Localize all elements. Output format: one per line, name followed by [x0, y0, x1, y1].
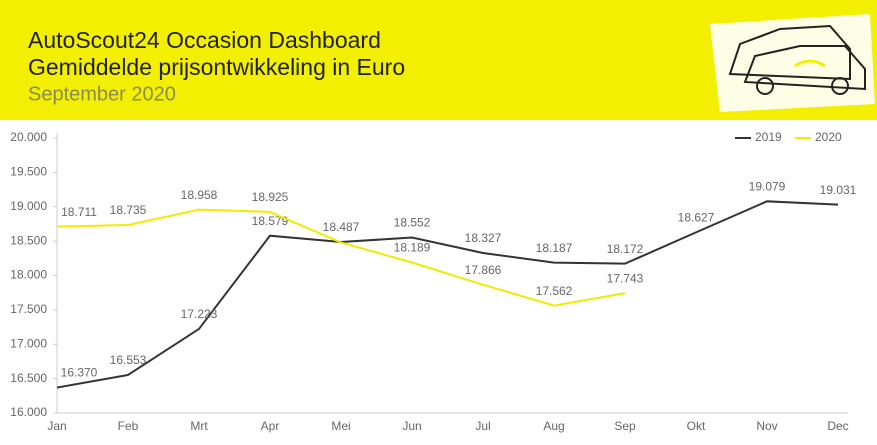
x-tick-label: Jan [47, 419, 66, 433]
value-label: 18.487 [323, 220, 360, 234]
subtitle: Gemiddelde prijsontwikkeling in Euro [28, 54, 405, 80]
value-label: 18.925 [252, 190, 289, 204]
x-tick-label: Mrt [190, 419, 208, 433]
y-tick-label: 18.000 [10, 268, 47, 282]
y-tick-label: 17.000 [10, 336, 47, 350]
value-label: 18.189 [394, 241, 431, 255]
value-label: 18.958 [181, 188, 218, 202]
x-tick-label: Jun [402, 419, 421, 433]
value-label: 18.735 [110, 203, 147, 217]
value-label: 18.552 [394, 216, 431, 230]
value-label: 17.866 [465, 263, 502, 277]
y-tick-label: 17.500 [10, 302, 47, 316]
value-label: 18.327 [465, 231, 502, 245]
legend-label: 2020 [815, 130, 842, 144]
value-label: 19.031 [820, 183, 857, 197]
x-tick-label: Feb [118, 419, 139, 433]
value-label: 16.370 [61, 366, 98, 380]
x-tick-label: Jul [475, 419, 490, 433]
value-label: 17.562 [536, 284, 573, 298]
y-tick-label: 20.000 [10, 130, 47, 144]
value-label: 18.172 [607, 242, 644, 256]
value-label: 18.711 [61, 205, 97, 219]
x-tick-label: Apr [261, 419, 280, 433]
value-label: 19.079 [749, 179, 786, 193]
line-0 [56, 200, 839, 389]
value-label: 18.579 [252, 214, 289, 228]
y-tick-label: 16.000 [10, 405, 47, 419]
value-label: 17.223 [181, 307, 218, 321]
x-tick-label: Mei [331, 419, 350, 433]
y-tick-label: 19.500 [10, 165, 47, 179]
car-illustration [710, 14, 875, 112]
x-tick-label: Nov [756, 419, 777, 433]
y-tick-label: 19.000 [10, 199, 47, 213]
y-tick-label: 18.500 [10, 233, 47, 247]
value-label: 18.187 [536, 241, 573, 255]
date: September 2020 [28, 83, 176, 105]
legend-label: 2019 [755, 130, 782, 144]
x-tick-label: Aug [543, 419, 564, 433]
title: AutoScout24 Occasion Dashboard [28, 27, 381, 53]
line-1 [56, 208, 626, 307]
x-tick-label: Dec [827, 419, 848, 433]
value-label: 17.743 [607, 271, 644, 285]
x-tick-label: Sep [614, 419, 636, 433]
y-tick-label: 16.500 [10, 371, 47, 385]
value-label: 18.627 [678, 211, 715, 225]
value-label: 16.553 [110, 353, 147, 367]
x-tick-label: Okt [687, 419, 706, 433]
